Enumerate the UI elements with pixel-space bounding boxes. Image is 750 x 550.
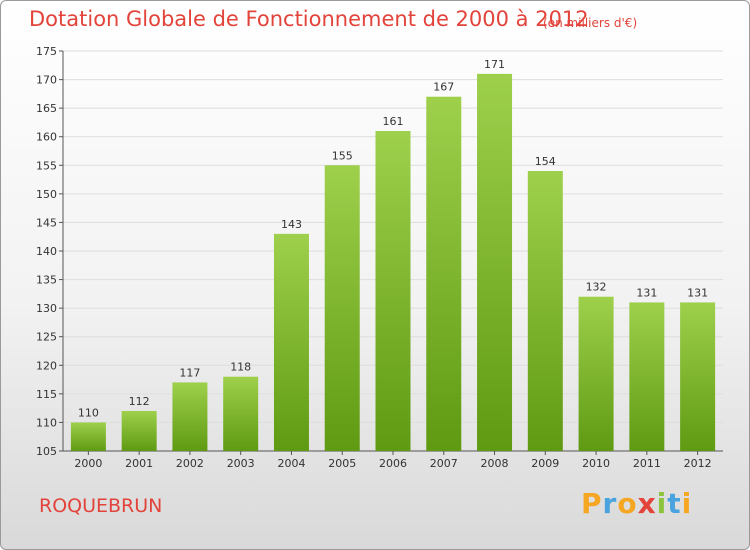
x-tick-label: 2010 bbox=[582, 457, 610, 470]
x-tick-label: 2006 bbox=[379, 457, 407, 470]
data-label: 110 bbox=[78, 406, 99, 419]
y-tick-label: 110 bbox=[36, 416, 57, 429]
x-tick-label: 2000 bbox=[74, 457, 102, 470]
x-tick-label: 2005 bbox=[328, 457, 356, 470]
y-tick-label: 175 bbox=[36, 45, 57, 58]
proxiti-logo[interactable]: Proxiti bbox=[581, 487, 692, 520]
bar-2008 bbox=[477, 73, 513, 451]
bar-2012 bbox=[680, 302, 716, 451]
x-tick-label: 2001 bbox=[125, 457, 153, 470]
y-tick-label: 160 bbox=[36, 131, 57, 144]
x-tick-label: 2012 bbox=[684, 457, 712, 470]
bar-2004 bbox=[273, 233, 309, 451]
x-tick-label: 2009 bbox=[531, 457, 559, 470]
chart-title: Dotation Globale de Fonctionnement de 20… bbox=[29, 7, 589, 31]
y-tick-label: 170 bbox=[36, 74, 57, 87]
y-tick-label: 105 bbox=[36, 445, 57, 458]
labels: 105 110 115 120 125 130 135 140 145 150 155 160 165 1… bbox=[36, 45, 712, 470]
data-label: 131 bbox=[636, 286, 657, 299]
y-tick-label: 115 bbox=[36, 388, 57, 401]
data-label: 117 bbox=[179, 366, 200, 379]
bar-2007 bbox=[426, 96, 462, 451]
data-label: 171 bbox=[484, 58, 505, 71]
data-label: 154 bbox=[535, 155, 556, 168]
logo-letter: t bbox=[667, 487, 682, 520]
x-tick-label: 2007 bbox=[430, 457, 458, 470]
y-tick-label: 140 bbox=[36, 245, 57, 258]
bar-2010 bbox=[578, 296, 614, 451]
y-tick-label: 165 bbox=[36, 102, 57, 115]
bar-2006 bbox=[375, 131, 411, 451]
data-label: 112 bbox=[129, 395, 150, 408]
bar-2002 bbox=[172, 382, 208, 451]
logo-letter: r bbox=[602, 487, 618, 520]
data-label: 167 bbox=[433, 81, 454, 94]
x-tick-label: 2003 bbox=[227, 457, 255, 470]
bar-2000 bbox=[70, 422, 106, 451]
commune-name: ROQUEBRUN bbox=[39, 495, 163, 517]
bars bbox=[70, 73, 716, 452]
data-label: 155 bbox=[332, 149, 353, 162]
y-tick-label: 155 bbox=[36, 159, 57, 172]
data-label: 131 bbox=[687, 286, 708, 299]
data-label: 118 bbox=[230, 361, 251, 374]
bar-2009 bbox=[527, 171, 563, 451]
y-tick-label: 130 bbox=[36, 302, 57, 315]
y-tick-label: 150 bbox=[36, 188, 57, 201]
logo-letter: x bbox=[637, 487, 657, 520]
bar-2011 bbox=[629, 302, 665, 451]
data-label: 132 bbox=[586, 281, 607, 294]
logo-letter: i bbox=[656, 487, 668, 520]
bar-2005 bbox=[324, 165, 360, 452]
x-tick-label: 2008 bbox=[481, 457, 509, 470]
y-tick-label: 120 bbox=[36, 359, 57, 372]
y-tick-label: 145 bbox=[36, 216, 57, 229]
y-tick-label: 125 bbox=[36, 331, 57, 344]
x-tick-label: 2004 bbox=[277, 457, 305, 470]
logo-letter: P bbox=[581, 487, 603, 520]
logo-letter: i bbox=[681, 487, 693, 520]
bar-2001 bbox=[121, 411, 157, 451]
x-tick-label: 2011 bbox=[633, 457, 661, 470]
bar-2003 bbox=[223, 376, 259, 451]
chart-unit: (en milliers d'€) bbox=[543, 16, 638, 30]
y-tick-label: 135 bbox=[36, 274, 57, 287]
data-label: 161 bbox=[383, 115, 404, 128]
x-tick-label: 2002 bbox=[176, 457, 204, 470]
data-label: 143 bbox=[281, 218, 302, 231]
logo-letter: o bbox=[617, 487, 638, 520]
